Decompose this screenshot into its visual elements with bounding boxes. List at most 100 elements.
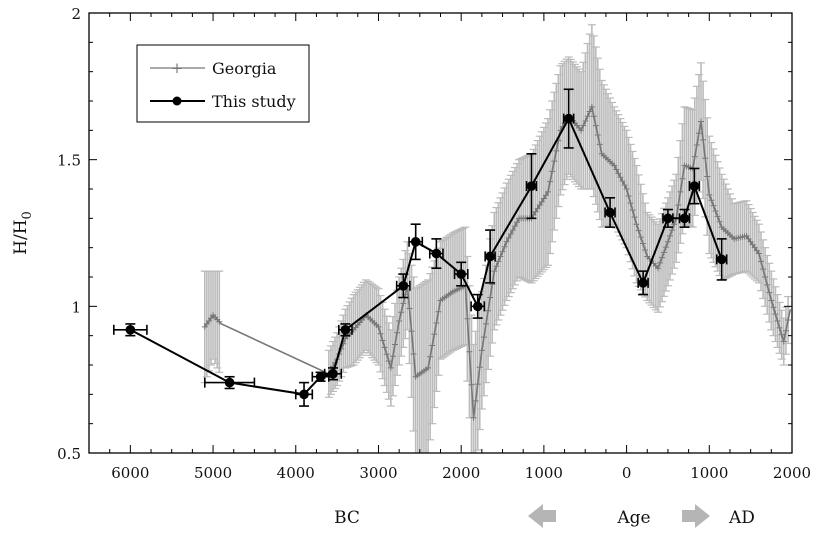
y-tick-label: 0.5: [57, 445, 81, 463]
georgia-marker: [714, 213, 721, 220]
georgia-marker: [505, 234, 512, 241]
georgia-marker: [433, 319, 440, 326]
georgia-marker: [381, 344, 388, 351]
georgia-marker: [785, 317, 792, 324]
georgia-marker: [542, 192, 549, 199]
georgia-marker: [693, 142, 700, 148]
y-tick-label: 1.5: [57, 152, 81, 170]
georgia-marker: [392, 341, 399, 348]
georgia-marker: [582, 117, 589, 124]
georgia-marker: [671, 221, 678, 228]
georgia-marker: [782, 327, 789, 334]
arrow-right-icon: [682, 504, 710, 528]
georgia-marker: [679, 175, 686, 182]
georgia-marker: [695, 130, 702, 137]
georgia-marker: [482, 320, 489, 327]
georgia-marker: [611, 162, 618, 169]
georgia-marker: [511, 223, 518, 230]
georgia-marker: [625, 193, 632, 200]
georgia-marker: [377, 330, 384, 337]
georgia-marker: [677, 188, 684, 195]
georgia-marker: [429, 342, 436, 349]
x-tick-label: 1000: [690, 464, 728, 482]
georgia-marker: [408, 328, 415, 335]
georgia-marker: [698, 118, 705, 125]
x-tick-label: 1000: [525, 464, 563, 482]
legend-georgia-label: Georgia: [212, 59, 277, 78]
study-point: [315, 371, 326, 382]
legend-study-marker: [172, 96, 182, 106]
legend: + Georgia This study: [136, 44, 310, 123]
georgia-marker: [478, 347, 485, 354]
georgia-marker: [540, 195, 547, 202]
georgia-marker: [406, 305, 413, 312]
georgia-marker: [499, 248, 506, 255]
y-axis-title-base: H/H: [11, 219, 31, 254]
georgia-marker: [619, 178, 626, 185]
georgia-marker: [427, 353, 434, 360]
x-tick-label: 0: [622, 464, 632, 482]
georgia-marker: [383, 351, 390, 358]
study-line-group: [113, 88, 728, 407]
georgia-marker: [480, 334, 487, 341]
georgia-marker: [216, 318, 223, 325]
georgia-marker: [431, 331, 438, 338]
georgia-marker: [700, 136, 707, 143]
georgia-marker: [532, 208, 539, 215]
georgia-marker: [487, 294, 494, 301]
x-axis-ad-label: AD: [728, 508, 755, 528]
study-point: [224, 377, 235, 388]
georgia-marker: [580, 122, 587, 129]
georgia-marker: [385, 358, 392, 365]
georgia-marker: [425, 364, 432, 371]
georgia-marker: [691, 153, 698, 160]
study-point: [526, 181, 537, 191]
georgia-marker: [708, 197, 715, 204]
y-tick-label: 2: [71, 5, 81, 23]
georgia-marker: [547, 178, 554, 185]
georgia-marker: [704, 173, 711, 180]
georgia-marker: [657, 259, 664, 266]
study-point: [679, 213, 690, 224]
georgia-marker: [497, 253, 504, 260]
georgia-marker: [400, 300, 407, 307]
study-point: [340, 325, 351, 335]
study-point: [716, 254, 727, 265]
georgia-marker: [394, 329, 401, 336]
georgia-marker: [629, 207, 636, 214]
legend-georgia-marker: +: [171, 59, 184, 77]
study-point: [125, 325, 136, 335]
x-axis-age-label: Age: [616, 508, 650, 528]
y-tick-label: 1: [71, 298, 81, 316]
georgia-marker: [551, 158, 558, 165]
georgia-marker: [635, 227, 642, 234]
georgia-marker: [662, 244, 669, 251]
georgia-marker: [639, 240, 646, 247]
arrow-left-icon: [528, 504, 556, 528]
georgia-marker: [493, 263, 500, 270]
legend-box: [136, 44, 310, 123]
georgia-marker: [588, 103, 595, 110]
study-point: [398, 281, 409, 291]
ticks: 6000 5000 4000 3000 2000 1000 0 1000 2000 0.5 1 1.5…: [57, 5, 811, 482]
georgia-marker: [667, 232, 674, 239]
georgia-marker: [387, 364, 394, 371]
georgia-marker: [660, 249, 667, 256]
georgia-marker: [495, 258, 502, 265]
georgia-marker: [627, 200, 634, 207]
study-point: [410, 237, 421, 247]
georgia-marker: [780, 338, 787, 345]
georgia-marker: [501, 243, 508, 250]
georgia-marker: [623, 186, 630, 192]
georgia-marker: [514, 219, 521, 226]
georgia-marker: [712, 208, 719, 214]
study-point: [663, 213, 673, 224]
georgia-marker: [710, 202, 717, 209]
georgia-marker: [755, 250, 762, 257]
georgia-marker: [549, 168, 556, 175]
georgia-marker: [503, 238, 510, 245]
georgia-marker: [637, 234, 644, 241]
georgia-marker: [398, 309, 405, 316]
georgia-marker: [772, 311, 779, 318]
